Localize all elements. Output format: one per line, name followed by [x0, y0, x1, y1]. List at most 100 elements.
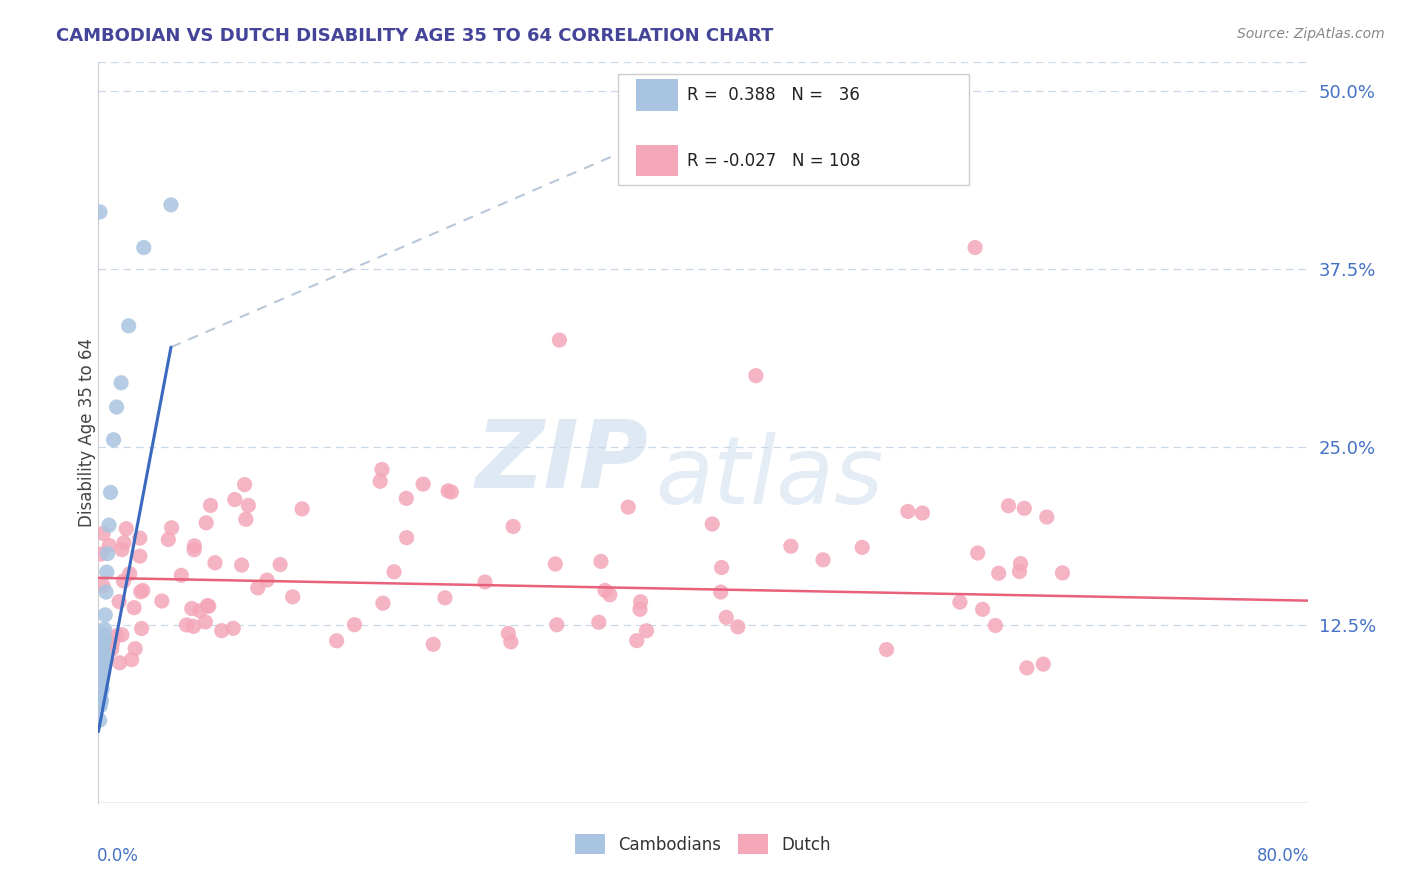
Point [269, 558, 291, 572]
Point [499, 635, 522, 649]
Point [588, 615, 610, 630]
Point [89, 698, 111, 713]
Point [90, 674, 112, 689]
Point [211, 624, 233, 638]
Text: 0.0%: 0.0% [97, 847, 139, 865]
Point [599, 588, 621, 602]
Point [89, 205, 111, 219]
Point [90, 547, 112, 561]
Point [851, 541, 873, 555]
Point [91, 681, 114, 696]
Point [197, 599, 219, 614]
Text: R =  0.388   N =   36: R = 0.388 N = 36 [688, 86, 860, 104]
Point [897, 504, 920, 518]
Point [160, 198, 183, 212]
Point [1014, 501, 1036, 516]
Point [233, 477, 256, 491]
Point [176, 618, 198, 632]
Point [1032, 657, 1054, 672]
Point [204, 556, 226, 570]
Point [231, 558, 253, 572]
Point [966, 546, 988, 560]
Point [91, 650, 114, 665]
Point [498, 626, 520, 640]
Point [118, 318, 141, 333]
Point [93, 622, 115, 636]
Point [89, 689, 111, 703]
Point [194, 615, 217, 629]
Point [91, 526, 114, 541]
Point [150, 594, 173, 608]
Point [911, 506, 934, 520]
Point [222, 621, 245, 635]
Point [170, 568, 193, 582]
Point [224, 492, 246, 507]
Point [91, 642, 114, 657]
Point [89, 713, 111, 727]
Point [96, 565, 118, 579]
Point [1036, 510, 1059, 524]
Point [183, 542, 205, 557]
Text: Source: ZipAtlas.com: Source: ZipAtlas.com [1237, 27, 1385, 41]
Text: 80.0%: 80.0% [1257, 847, 1309, 865]
Point [91, 660, 114, 674]
Point [157, 533, 180, 547]
Point [548, 333, 571, 347]
Point [589, 554, 612, 568]
Point [195, 516, 218, 530]
Point [93, 653, 115, 667]
Point [93, 636, 115, 650]
Point [811, 553, 834, 567]
Point [984, 618, 1007, 632]
Point [291, 502, 314, 516]
Point [90, 685, 112, 699]
Point [91, 657, 114, 671]
Point [91, 579, 114, 593]
Point [745, 368, 768, 383]
Point [371, 462, 394, 476]
Point [105, 400, 128, 414]
Point [94, 632, 117, 646]
Point [716, 610, 738, 624]
Text: ZIP: ZIP [475, 417, 648, 508]
Point [1008, 565, 1031, 579]
Point [281, 590, 304, 604]
Legend: Cambodians, Dutch: Cambodians, Dutch [568, 828, 838, 861]
Point [710, 585, 733, 599]
Point [628, 602, 651, 616]
Point [997, 499, 1019, 513]
Point [94, 607, 117, 622]
Point [437, 483, 460, 498]
Point [121, 653, 143, 667]
Point [987, 566, 1010, 581]
Point [180, 601, 202, 615]
Point [90, 679, 112, 693]
Point [779, 539, 801, 553]
Point [197, 599, 219, 613]
Point [90, 665, 112, 679]
Point [368, 475, 391, 489]
Point [132, 583, 155, 598]
Point [103, 433, 125, 447]
Point [90, 696, 112, 710]
Point [593, 583, 616, 598]
Point [128, 531, 150, 545]
Point [124, 641, 146, 656]
Point [412, 477, 434, 491]
Point [630, 595, 652, 609]
Point [111, 542, 134, 557]
Point [1052, 566, 1074, 580]
Point [972, 602, 994, 616]
Point [115, 522, 138, 536]
FancyBboxPatch shape [619, 73, 969, 185]
Point [876, 642, 898, 657]
Point [949, 595, 972, 609]
Point [256, 573, 278, 587]
Point [100, 642, 122, 657]
Point [160, 521, 183, 535]
Point [395, 531, 418, 545]
Point [110, 376, 132, 390]
Point [98, 636, 121, 650]
Point [93, 628, 115, 642]
Point [105, 629, 128, 643]
